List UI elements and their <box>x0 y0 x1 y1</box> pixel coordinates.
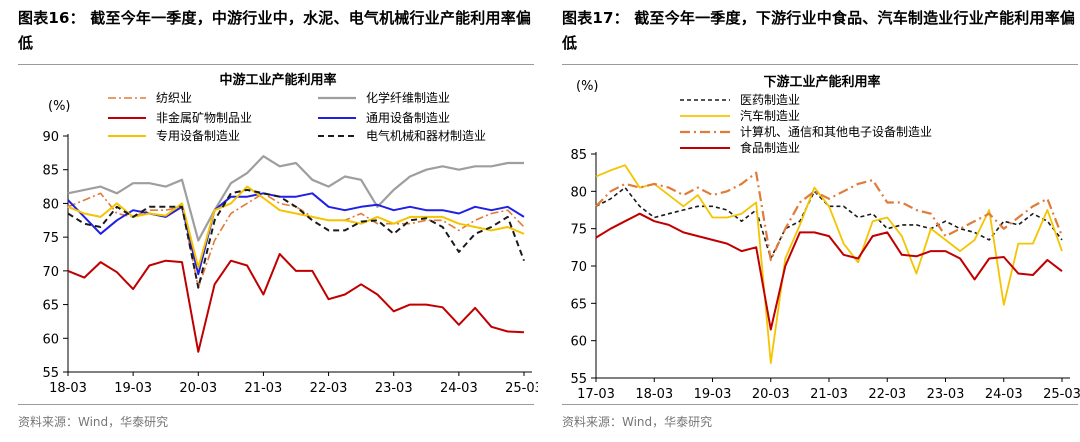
y-tick-label: 60 <box>42 332 59 347</box>
series-line <box>68 187 524 268</box>
x-tick-label: 17-03 <box>577 387 615 402</box>
x-tick-label: 20-03 <box>752 387 790 402</box>
y-tick-label: 80 <box>42 197 59 212</box>
y-tick-label: 75 <box>42 231 59 246</box>
x-tick-label: 24-03 <box>440 381 478 396</box>
x-tick-label: 24-03 <box>985 387 1023 402</box>
x-tick-label: 25-03 <box>505 381 538 396</box>
legend-label: 计算机、通信和其他电子设备制造业 <box>740 124 932 139</box>
legend-label: 专用设备制造业 <box>156 128 240 143</box>
y-tick-label: 70 <box>570 260 587 275</box>
y-tick-label: 65 <box>570 297 587 312</box>
x-tick-label: 25-03 <box>1043 387 1080 402</box>
legend-label: 汽车制造业 <box>740 108 800 123</box>
x-tick-label: 23-03 <box>927 387 965 402</box>
y-tick-label: 75 <box>570 223 587 238</box>
y-tick-label: 90 <box>42 130 59 145</box>
legend-label: 化学纤维制造业 <box>366 90 450 105</box>
x-tick-label: 18-03 <box>635 387 673 402</box>
series-line <box>596 165 1062 363</box>
x-tick-label: 19-03 <box>694 387 732 402</box>
legend-label: 通用设备制造业 <box>366 111 450 125</box>
figure-heading: 图表17： 截至今年一季度，下游行业中食品、汽车制造业行业产能利用率偏低 <box>562 6 1080 56</box>
legend-label: 医药制造业 <box>740 93 800 107</box>
series-line <box>68 190 524 288</box>
series-line <box>68 254 524 352</box>
legend-label: 电气机械和器材制造业 <box>366 128 486 143</box>
figure-17: 图表17： 截至今年一季度，下游行业中食品、汽车制造业行业产能利用率偏低 下游工… <box>562 0 1080 442</box>
y-axis-label: (%) <box>576 79 599 94</box>
figure-16: 图表16： 截至今年一季度，中游行业中，水泥、电气机械行业产能利用率偏低 中游工… <box>18 0 538 442</box>
y-tick-label: 55 <box>570 372 587 387</box>
y-tick-label: 70 <box>42 265 59 280</box>
x-tick-label: 19-03 <box>114 381 152 396</box>
x-tick-label: 20-03 <box>179 381 217 396</box>
legend-label: 食品制造业 <box>740 140 800 155</box>
legend-label: 非金属矿物制品业 <box>156 110 252 125</box>
series-line <box>68 193 524 274</box>
figure-heading: 图表16： 截至今年一季度，中游行业中，水泥、电气机械行业产能利用率偏低 <box>18 6 538 56</box>
bottom-rule <box>18 404 534 405</box>
chart-title: 下游工业产能利用率 <box>763 74 880 90</box>
bottom-rule <box>562 404 1078 405</box>
y-tick-label: 80 <box>570 185 587 200</box>
chart-title: 中游工业产能利用率 <box>219 72 336 88</box>
source-note: 资料来源：Wind，华泰研究 <box>562 413 712 430</box>
x-tick-label: 22-03 <box>868 387 906 402</box>
x-tick-label: 22-03 <box>310 381 348 396</box>
x-tick-label: 18-03 <box>49 381 87 396</box>
chart-midstream: 中游工业产能利用率 (%) 55 60 65 70 75 80 85 90 18-03 19-03 20… <box>18 64 538 404</box>
legend-label: 纺织业 <box>156 91 192 105</box>
source-note: 资料来源：Wind，华泰研究 <box>18 413 168 430</box>
chart-downstream: 下游工业产能利用率 (%) 55 60 65 70 75 80 85 17-03 18-03 19-0… <box>562 64 1080 404</box>
y-tick-label: 60 <box>570 335 587 350</box>
y-tick-label: 85 <box>42 164 59 179</box>
x-tick-label: 21-03 <box>245 381 283 396</box>
x-tick-label: 21-03 <box>810 387 848 402</box>
y-tick-label: 65 <box>42 299 59 314</box>
y-tick-label: 55 <box>42 366 59 381</box>
x-tick-label: 23-03 <box>375 381 413 396</box>
y-axis-label: (%) <box>48 99 71 114</box>
series-line <box>596 173 1062 260</box>
y-tick-label: 85 <box>570 148 587 163</box>
